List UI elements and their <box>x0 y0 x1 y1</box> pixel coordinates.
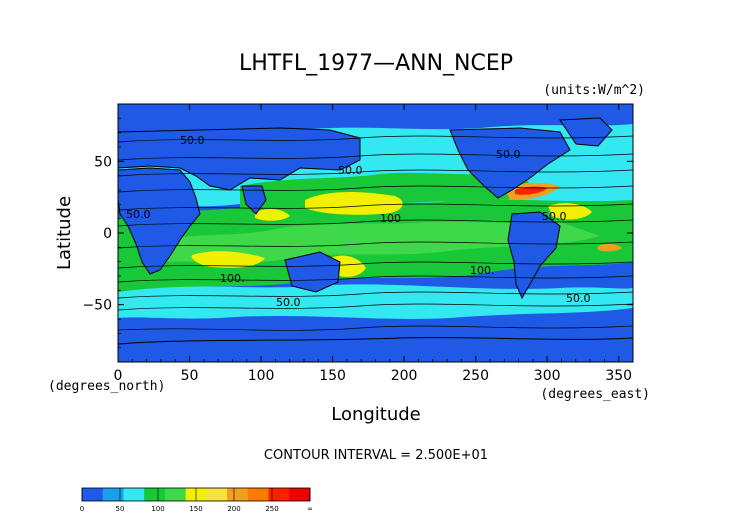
colorbar-swatch <box>102 488 124 501</box>
colorbar-swatch <box>227 488 249 501</box>
colorbar-label: 150 <box>189 505 202 513</box>
contour-label: 50.0 <box>338 164 363 177</box>
continent-antarctica <box>118 337 633 362</box>
colorbar-label: 100 <box>151 505 164 513</box>
y-unit-note: (degrees_north) <box>48 379 165 394</box>
colorbar-swatch <box>289 488 311 501</box>
contour-line <box>118 261 633 269</box>
patch-south-indian <box>191 251 265 268</box>
contour-line <box>118 203 633 211</box>
x-axis-label: Longitude <box>331 404 421 425</box>
colorbar-label: 200 <box>227 505 240 513</box>
colorbar-label: 50 <box>116 505 125 513</box>
contour-label: 50.0 <box>496 148 521 161</box>
contour-label: 100 <box>380 212 401 225</box>
contour-label: 50.0 <box>566 292 591 305</box>
colorbar-swatch <box>144 488 166 501</box>
contour-line <box>118 185 633 193</box>
colorbar-swatch <box>247 488 270 501</box>
contour-line <box>118 135 633 143</box>
plot-area: 50.0 50.0 50.0 50.0 100 100. 100. 50.0 5… <box>118 104 633 362</box>
contour-label: 50.0 <box>542 210 567 223</box>
x-tick-label: 150 <box>319 368 346 384</box>
x-tick-label: 100 <box>248 368 275 384</box>
x-tick-label: 250 <box>462 368 489 384</box>
colorbar-swatch <box>268 488 290 501</box>
x-tick-label: 0 <box>114 368 123 384</box>
chart-title: LHTFL_1977—ANN_NCEP <box>239 51 513 76</box>
colorbar-swatch <box>123 488 145 501</box>
contour-line <box>118 325 633 331</box>
contour-label: 50.0 <box>180 134 205 147</box>
units-label: (units:W/m^2) <box>543 83 645 98</box>
contour-label: 100. <box>470 264 495 277</box>
contour-lines <box>118 135 633 331</box>
contour-line <box>118 275 633 283</box>
y-tick-label: 0 <box>103 226 112 242</box>
continent-south-america <box>507 211 561 300</box>
x-axis: 0 50 100 150 200 250 300 350 <box>114 104 632 384</box>
contour-line <box>118 303 633 311</box>
continent-india <box>241 185 267 215</box>
band-arctic <box>118 104 633 133</box>
continent-north-america <box>449 127 571 199</box>
band-tropics-inner <box>160 221 600 263</box>
patch-north-atlantic <box>548 203 592 220</box>
colorbar-label: 250 <box>265 505 278 513</box>
colorbar-swatch <box>164 488 187 501</box>
contour-line <box>118 169 633 177</box>
contour-line <box>118 291 633 299</box>
colorbar-swatch <box>82 488 104 501</box>
continent-australia <box>284 251 341 293</box>
contour-label: 100. <box>220 272 245 285</box>
x-unit-note: (degrees_east) <box>540 387 650 402</box>
contour-line <box>118 241 633 249</box>
continent-eurasia <box>118 127 361 191</box>
colorbar-label: 0 <box>80 505 84 513</box>
patch-north-pacific <box>305 192 403 215</box>
x-tick-label: 350 <box>605 368 632 384</box>
continents <box>118 117 633 362</box>
continent-africa <box>118 167 201 275</box>
y-axis: −50 0 50 <box>82 117 633 349</box>
patch-arabian <box>255 209 290 221</box>
patch-south-atlantic <box>598 243 622 252</box>
contour-label: 50.0 <box>126 208 151 221</box>
contour-interval-text: CONTOUR INTERVAL = 2.500E+01 <box>264 448 488 463</box>
colorbar: 0 50 100 150 200 250 ∞ <box>80 487 313 513</box>
colorbar-swatch <box>206 488 228 501</box>
x-tick-label: 300 <box>534 368 561 384</box>
patch-gulf-stream-core <box>515 186 548 195</box>
contour-line <box>118 153 633 161</box>
continent-greenland <box>559 117 613 147</box>
y-tick-label: −50 <box>82 298 112 314</box>
contour-label: 50.0 <box>276 296 301 309</box>
contour-line <box>118 219 633 227</box>
y-axis-label: Latitude <box>54 196 75 270</box>
x-tick-label: 200 <box>391 368 418 384</box>
colorbar-label: ∞ <box>307 505 313 513</box>
y-tick-label: 50 <box>94 154 112 170</box>
x-tick-label: 50 <box>181 368 199 384</box>
